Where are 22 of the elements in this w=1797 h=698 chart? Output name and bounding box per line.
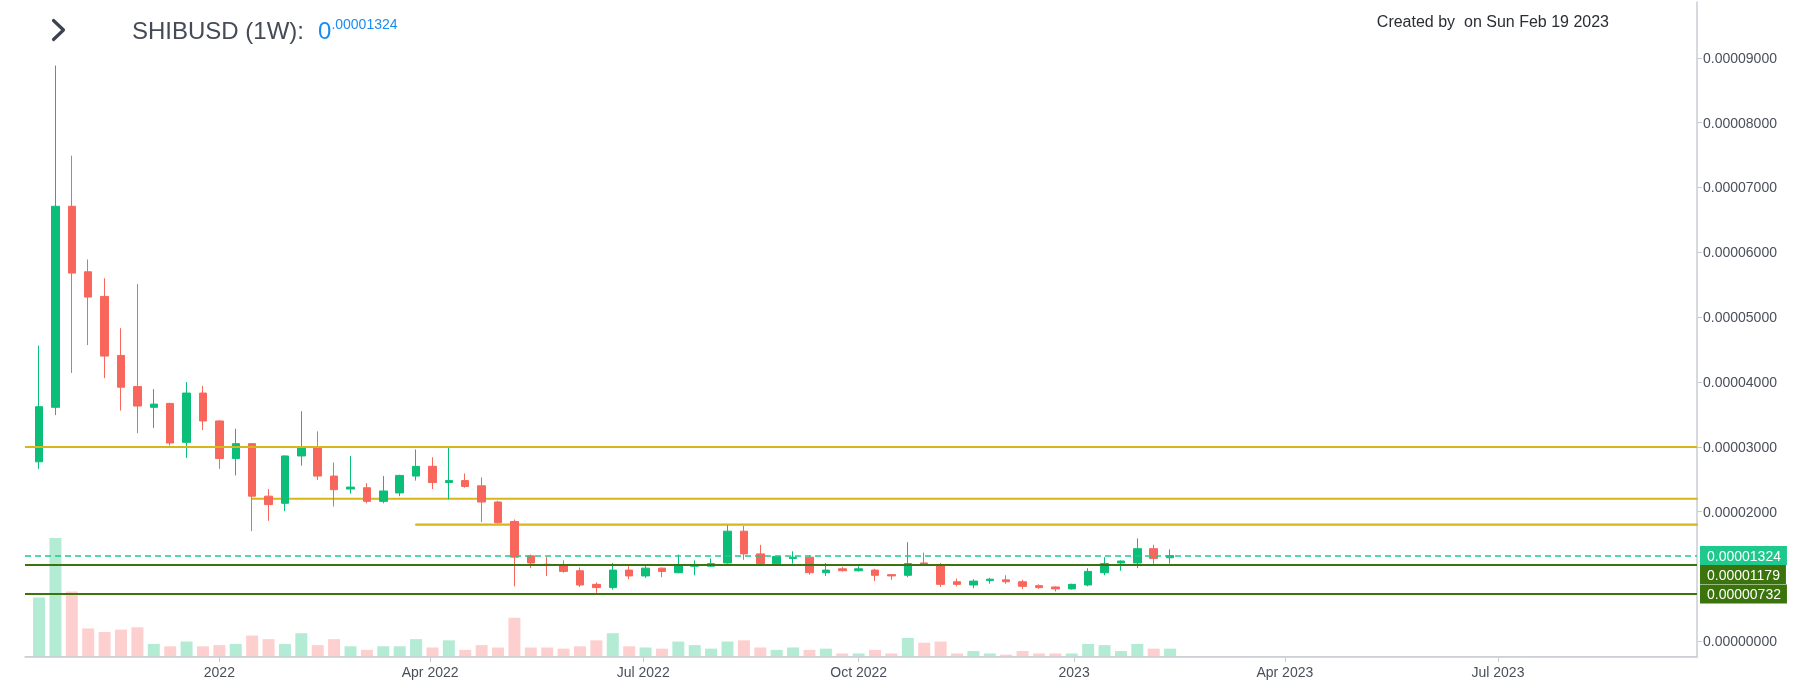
y-tick-label: 0.00008000 <box>1703 114 1778 131</box>
text: 0$^{.00001324}$ <box>318 16 398 44</box>
y-tick-label: 0.00003000 <box>1703 438 1778 455</box>
annotation: Created by on Sun Feb 19 2023 <box>1376 12 1609 32</box>
ref-line-label: 0.00001179 <box>1707 566 1781 583</box>
y-tick-label: 0.00005000 <box>1703 309 1778 326</box>
x-tick-label: 2022 <box>203 664 236 680</box>
x-tick-label: Oct 2022 <box>830 664 888 680</box>
x-tick-label: Jul 2022 <box>616 664 670 680</box>
y-tick-label: 0.00009000 <box>1703 49 1778 66</box>
ref-line-label: 0.00000732 <box>1707 585 1782 602</box>
x-tick-label: Apr 2023 <box>1256 664 1314 680</box>
ref-line-label: 0.00001324 <box>1707 547 1782 564</box>
x-tick-label: Apr 2022 <box>401 664 459 680</box>
y-tick-label: 0.00004000 <box>1703 374 1778 391</box>
y-tick-label: 0.00002000 <box>1703 503 1778 520</box>
x-tick-label: 2023 <box>1058 664 1090 680</box>
x-tick-label: Jul 2023 <box>1471 664 1525 680</box>
y-tick-label: 0.00000000 <box>1703 633 1778 650</box>
y-tick-label: 0.00006000 <box>1703 244 1778 261</box>
text: SHIBUSD (1W): <box>132 17 305 44</box>
y-tick-label: 0.00007000 <box>1703 179 1778 196</box>
